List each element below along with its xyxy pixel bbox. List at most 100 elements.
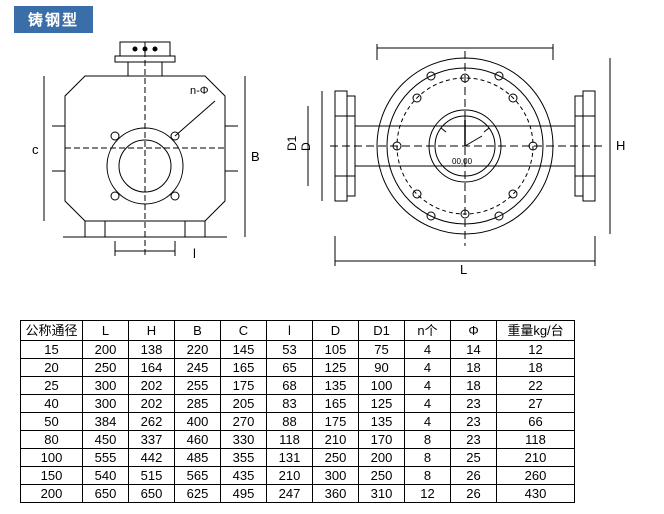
table-cell: 270 xyxy=(221,413,267,431)
table-cell: 145 xyxy=(221,341,267,359)
col-l: l xyxy=(267,321,313,341)
table-row: 253002022551756813510041822 xyxy=(21,377,575,395)
table-cell: 75 xyxy=(359,341,405,359)
col-weight: 重量kg/台 xyxy=(497,321,575,341)
table-cell: 138 xyxy=(129,341,175,359)
table-cell: 170 xyxy=(359,431,405,449)
table-cell: 400 xyxy=(175,413,221,431)
table-cell: 100 xyxy=(21,449,83,467)
table-row: 150540515565435210300250826260 xyxy=(21,467,575,485)
table-cell: 205 xyxy=(221,395,267,413)
table-cell: 165 xyxy=(221,359,267,377)
table-cell: 285 xyxy=(175,395,221,413)
table-cell: 8 xyxy=(405,449,451,467)
table-body: 1520013822014553105754141220250164245165… xyxy=(21,341,575,503)
table-cell: 165 xyxy=(313,395,359,413)
table-cell: 4 xyxy=(405,377,451,395)
table-cell: 15 xyxy=(21,341,83,359)
table-cell: 53 xyxy=(267,341,313,359)
table-cell: 12 xyxy=(405,485,451,503)
table-cell: 245 xyxy=(175,359,221,377)
table-cell: 175 xyxy=(313,413,359,431)
table-cell: 175 xyxy=(221,377,267,395)
table-cell: 310 xyxy=(359,485,405,503)
table-cell: 18 xyxy=(451,359,497,377)
table-cell: 250 xyxy=(83,359,129,377)
table-cell: 105 xyxy=(313,341,359,359)
col-phi: Φ xyxy=(451,321,497,341)
table-cell: 23 xyxy=(451,413,497,431)
table-cell: 100 xyxy=(359,377,405,395)
table-cell: 26 xyxy=(451,485,497,503)
dimensions-table: 公称通径 L H B C l D D1 n个 Φ 重量kg/台 15200138… xyxy=(20,320,575,503)
table-cell: 23 xyxy=(451,395,497,413)
table-cell: 247 xyxy=(267,485,313,503)
table-cell: 200 xyxy=(83,341,129,359)
table-cell: 8 xyxy=(405,467,451,485)
table-cell: 200 xyxy=(359,449,405,467)
table-cell: 66 xyxy=(497,413,575,431)
table-cell: 65 xyxy=(267,359,313,377)
table-cell: 118 xyxy=(267,431,313,449)
table-cell: 4 xyxy=(405,395,451,413)
table-cell: 460 xyxy=(175,431,221,449)
table-cell: 125 xyxy=(359,395,405,413)
table-cell: 430 xyxy=(497,485,575,503)
table-cell: 450 xyxy=(83,431,129,449)
table-cell: 50 xyxy=(21,413,83,431)
dim-label-l: l xyxy=(193,246,196,261)
table-cell: 202 xyxy=(129,377,175,395)
dim-label-c: c xyxy=(32,142,39,157)
table-cell: 210 xyxy=(267,467,313,485)
gauge-reading: 00,00 xyxy=(452,157,473,166)
table-cell: 210 xyxy=(313,431,359,449)
table-row: 20250164245165651259041818 xyxy=(21,359,575,377)
table-cell: 337 xyxy=(129,431,175,449)
table-cell: 12 xyxy=(497,341,575,359)
table-cell: 118 xyxy=(497,431,575,449)
engineering-diagram: B c l n-Φ xyxy=(30,36,630,286)
left-view: B c l n-Φ xyxy=(32,42,260,261)
table-cell: 22 xyxy=(497,377,575,395)
table-cell: 125 xyxy=(313,359,359,377)
table-cell: 360 xyxy=(313,485,359,503)
dim-label-L: L xyxy=(460,262,467,277)
table-cell: 355 xyxy=(221,449,267,467)
table-cell: 515 xyxy=(129,467,175,485)
table-cell: 300 xyxy=(83,395,129,413)
table-cell: 435 xyxy=(221,467,267,485)
table-cell: 8 xyxy=(405,431,451,449)
table-cell: 18 xyxy=(497,359,575,377)
table-cell: 164 xyxy=(129,359,175,377)
table-cell: 25 xyxy=(451,449,497,467)
table-cell: 14 xyxy=(451,341,497,359)
col-D: D xyxy=(313,321,359,341)
table-cell: 83 xyxy=(267,395,313,413)
col-B: B xyxy=(175,321,221,341)
dim-label-nphi: n-Φ xyxy=(190,85,209,97)
table-cell: 4 xyxy=(405,359,451,377)
table-cell: 80 xyxy=(21,431,83,449)
right-view: 00,00 D D1 H L xyxy=(285,44,625,277)
dim-label-H: H xyxy=(616,138,625,153)
table-cell: 442 xyxy=(129,449,175,467)
table-cell: 540 xyxy=(83,467,129,485)
table-row: 503842624002708817513542366 xyxy=(21,413,575,431)
table-cell: 202 xyxy=(129,395,175,413)
table-row: 15200138220145531057541412 xyxy=(21,341,575,359)
table-row: 80450337460330118210170823118 xyxy=(21,431,575,449)
table-cell: 650 xyxy=(129,485,175,503)
table-cell: 555 xyxy=(83,449,129,467)
col-L: L xyxy=(83,321,129,341)
table-cell: 565 xyxy=(175,467,221,485)
dim-label-D1: D1 xyxy=(285,135,299,151)
table-cell: 135 xyxy=(313,377,359,395)
table-cell: 300 xyxy=(83,377,129,395)
table-row: 100555442485355131250200825210 xyxy=(21,449,575,467)
table-cell: 625 xyxy=(175,485,221,503)
col-nominal: 公称通径 xyxy=(21,321,83,341)
table-cell: 210 xyxy=(497,449,575,467)
table-cell: 220 xyxy=(175,341,221,359)
table-cell: 23 xyxy=(451,431,497,449)
col-C: C xyxy=(221,321,267,341)
